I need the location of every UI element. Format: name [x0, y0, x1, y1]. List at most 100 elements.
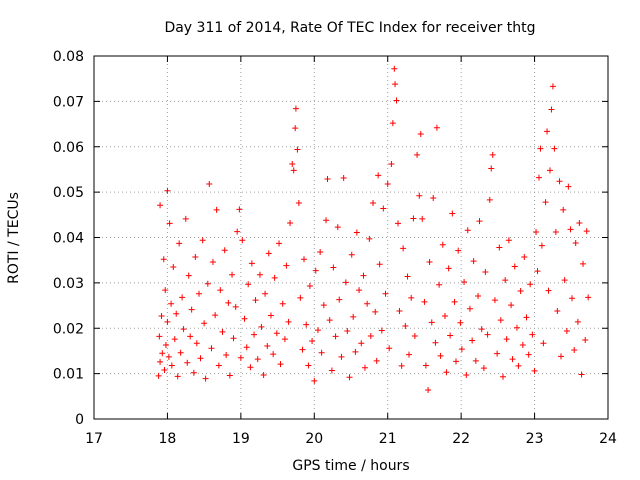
data-point: [328, 367, 335, 374]
data-point: [380, 205, 387, 212]
data-point: [525, 351, 532, 358]
data-point: [554, 308, 561, 315]
data-point: [185, 272, 192, 279]
x-tick-label: 22: [452, 431, 470, 447]
data-point: [508, 302, 515, 309]
data-point: [376, 261, 383, 268]
data-point: [519, 342, 526, 349]
data-point: [513, 324, 520, 331]
data-point: [158, 312, 165, 319]
data-point: [552, 229, 559, 236]
data-point: [201, 320, 208, 327]
data-point: [421, 298, 428, 305]
data-point: [432, 339, 439, 346]
data-point: [187, 333, 194, 340]
data-point: [428, 319, 435, 326]
data-point: [237, 354, 244, 361]
data-point: [373, 357, 380, 364]
data-point: [505, 237, 512, 244]
data-point: [499, 373, 506, 380]
data-point: [197, 355, 204, 362]
data-point: [461, 278, 468, 285]
data-point: [480, 365, 487, 372]
data-point: [410, 215, 417, 222]
chart-title: Day 311 of 2014, Rate Of TEC Index for r…: [164, 20, 535, 36]
data-point: [360, 272, 367, 279]
data-point: [182, 215, 189, 222]
data-point: [226, 372, 233, 379]
data-point: [556, 178, 563, 185]
data-point: [449, 210, 456, 217]
grid: [94, 56, 608, 419]
data-point: [301, 256, 308, 263]
data-point: [317, 249, 324, 256]
axis-ticks: 0 0.01 0.02 0.03 0.04 0.05 0.06 0.07 0.08 17 18 19 2…: [53, 49, 617, 447]
data-point: [436, 281, 443, 288]
data-point: [396, 308, 403, 315]
data-point: [439, 241, 446, 248]
data-point: [515, 362, 522, 369]
data-point: [340, 175, 347, 182]
data-point: [574, 318, 581, 325]
data-point: [565, 183, 572, 190]
data-point: [544, 128, 551, 135]
data-point: [305, 362, 312, 369]
data-point: [361, 364, 368, 371]
data-point: [213, 206, 220, 213]
data-point: [295, 200, 302, 207]
data-point: [426, 259, 433, 266]
data-point: [202, 375, 209, 382]
data-point: [229, 271, 236, 278]
data-point: [292, 105, 299, 112]
data-point: [367, 332, 374, 339]
x-tick-label: 23: [526, 431, 544, 447]
data-point: [356, 287, 363, 294]
y-tick-label: 0.01: [53, 367, 84, 383]
data-point: [509, 356, 516, 363]
data-point: [529, 331, 536, 338]
data-point: [312, 267, 319, 274]
data-point: [404, 273, 411, 280]
data-point: [217, 287, 224, 294]
data-point: [533, 229, 540, 236]
data-point: [414, 151, 421, 158]
data-point: [271, 274, 278, 281]
data-point: [161, 366, 168, 373]
data-point: [455, 247, 462, 254]
data-point: [273, 330, 280, 337]
data-point: [262, 290, 269, 297]
y-tick-label: 0.07: [53, 94, 84, 110]
data-point: [502, 277, 509, 284]
y-tick-label: 0.04: [53, 231, 84, 247]
data-point: [332, 333, 339, 340]
data-point: [561, 277, 568, 284]
data-point: [173, 310, 180, 317]
data-point: [215, 362, 222, 369]
data-point: [585, 294, 592, 301]
data-point: [538, 242, 545, 249]
data-point: [230, 335, 237, 342]
data-point: [311, 377, 318, 384]
data-point: [212, 312, 219, 319]
data-point: [219, 328, 226, 335]
data-point: [281, 336, 288, 343]
data-point: [482, 268, 489, 275]
data-point: [469, 337, 476, 344]
data-point: [342, 279, 349, 286]
data-point: [221, 247, 228, 254]
data-point: [252, 297, 259, 304]
data-point: [531, 367, 538, 374]
data-point: [276, 240, 283, 247]
x-tick-label: 21: [379, 431, 397, 447]
data-point: [260, 371, 267, 378]
data-point: [388, 160, 395, 167]
data-point: [323, 217, 330, 224]
data-point: [488, 165, 495, 172]
y-tick-label: 0.05: [53, 185, 84, 201]
data-point: [348, 251, 355, 258]
data-point: [419, 215, 426, 222]
data-point: [517, 288, 524, 295]
data-point: [425, 386, 432, 393]
data-point: [168, 300, 175, 307]
